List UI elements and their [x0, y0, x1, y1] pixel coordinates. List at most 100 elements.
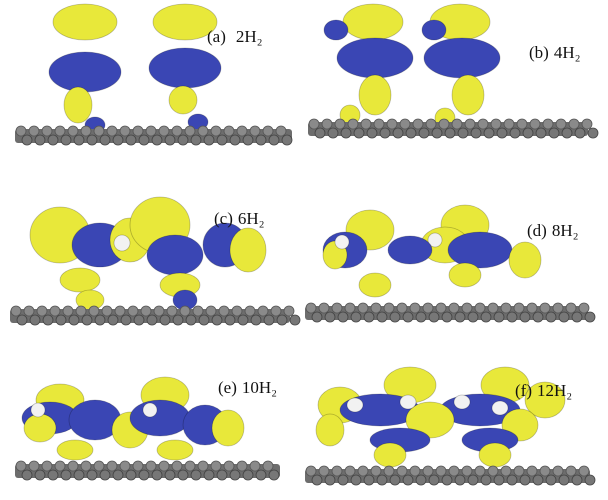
- carbon-atom: [461, 465, 473, 477]
- carbon-atom: [216, 134, 228, 146]
- carbon-atom: [558, 311, 570, 323]
- isosurface: [334, 234, 350, 250]
- isosurface: [358, 74, 392, 116]
- carbon-atom: [513, 302, 525, 314]
- isosurface: [524, 381, 566, 419]
- carbon-atom: [340, 127, 352, 139]
- carbon-atom: [376, 311, 388, 323]
- carbon-atom: [545, 474, 557, 486]
- carbon-atom: [67, 460, 79, 472]
- carbon-atom: [418, 127, 430, 139]
- carbon-atom: [324, 474, 336, 486]
- carbon-atom: [522, 127, 534, 139]
- isosurface: [59, 267, 101, 293]
- carbon-atom: [360, 118, 372, 130]
- carbon-atom: [81, 314, 93, 326]
- carbon-atom: [15, 460, 27, 472]
- panel-tag: (f): [515, 381, 532, 400]
- carbon-atom: [487, 302, 499, 314]
- carbon-atom: [454, 311, 466, 323]
- carbon-atom: [99, 134, 111, 146]
- carbon-atom: [229, 134, 241, 146]
- carbon-atom: [10, 305, 22, 317]
- carbon-atom: [509, 127, 521, 139]
- carbon-atom: [47, 469, 59, 481]
- carbon-atom: [158, 125, 170, 137]
- carbon-atom: [477, 118, 489, 130]
- panel-label: (f) 12H₂: [515, 381, 572, 400]
- carbon-atom: [184, 125, 196, 137]
- carbon-atom: [565, 302, 577, 314]
- carbon-atom: [526, 302, 538, 314]
- carbon-atom: [106, 460, 118, 472]
- carbon-atom: [218, 305, 230, 317]
- carbon-atom: [535, 127, 547, 139]
- isosurface: [387, 235, 433, 265]
- carbon-atom: [192, 305, 204, 317]
- carbon-atom: [480, 474, 492, 486]
- carbon-atom: [506, 474, 518, 486]
- panel-label: (c) 6H₂: [214, 209, 265, 228]
- carbon-atom: [357, 465, 369, 477]
- carbon-atom: [545, 311, 557, 323]
- carbon-atom: [350, 474, 362, 486]
- carbon-atom: [211, 314, 223, 326]
- isosurface: [113, 234, 131, 252]
- carbon-atom: [236, 460, 248, 472]
- carbon-atom: [140, 305, 152, 317]
- isosurface: [399, 394, 417, 410]
- carbon-atom: [519, 474, 531, 486]
- carbon-atom: [389, 474, 401, 486]
- carbon-atom: [503, 118, 515, 130]
- carbon-atom: [132, 125, 144, 137]
- artwork: [10, 3, 599, 486]
- carbon-atom: [587, 127, 599, 139]
- panel-caption: 12H₂: [537, 381, 572, 400]
- carbon-atom: [185, 314, 197, 326]
- carbon-atom: [62, 305, 74, 317]
- carbon-atom: [54, 460, 66, 472]
- carbon-atom: [305, 465, 317, 477]
- carbon-atom: [415, 311, 427, 323]
- isosurface: [423, 37, 501, 79]
- carbon-atom: [305, 302, 317, 314]
- carbon-atom: [392, 127, 404, 139]
- isosurface: [152, 3, 218, 41]
- carbon-atom: [34, 134, 46, 146]
- carbon-atom: [470, 127, 482, 139]
- carbon-atom: [263, 314, 275, 326]
- carbon-atom: [242, 469, 254, 481]
- carbon-atom: [376, 474, 388, 486]
- carbon-atom: [532, 311, 544, 323]
- carbon-atom: [542, 118, 554, 130]
- carbon-atom: [539, 302, 551, 314]
- carbon-atom: [158, 460, 170, 472]
- carbon-atom: [250, 314, 262, 326]
- isosurface: [156, 439, 194, 461]
- isosurface: [453, 394, 471, 410]
- carbon-atom: [16, 314, 28, 326]
- carbon-atom: [127, 305, 139, 317]
- carbon-atom: [344, 302, 356, 314]
- carbon-atom: [197, 125, 209, 137]
- carbon-atom: [415, 474, 427, 486]
- carbon-atom: [197, 460, 209, 472]
- panel-label: (b) 4H₂: [529, 43, 581, 62]
- carbon-atom: [500, 302, 512, 314]
- carbon-atom: [370, 302, 382, 314]
- carbon-atom: [519, 311, 531, 323]
- panel-tag: (c): [214, 209, 233, 228]
- carbon-atom: [198, 314, 210, 326]
- carbon-atom: [490, 118, 502, 130]
- carbon-atom: [80, 460, 92, 472]
- carbon-atom: [474, 465, 486, 477]
- carbon-atom: [171, 125, 183, 137]
- carbon-atom: [86, 134, 98, 146]
- isosurface: [447, 231, 513, 269]
- carbon-atom: [311, 311, 323, 323]
- carbon-atom: [552, 465, 564, 477]
- carbon-atom: [422, 302, 434, 314]
- carbon-atom: [237, 314, 249, 326]
- isosurface: [23, 413, 57, 443]
